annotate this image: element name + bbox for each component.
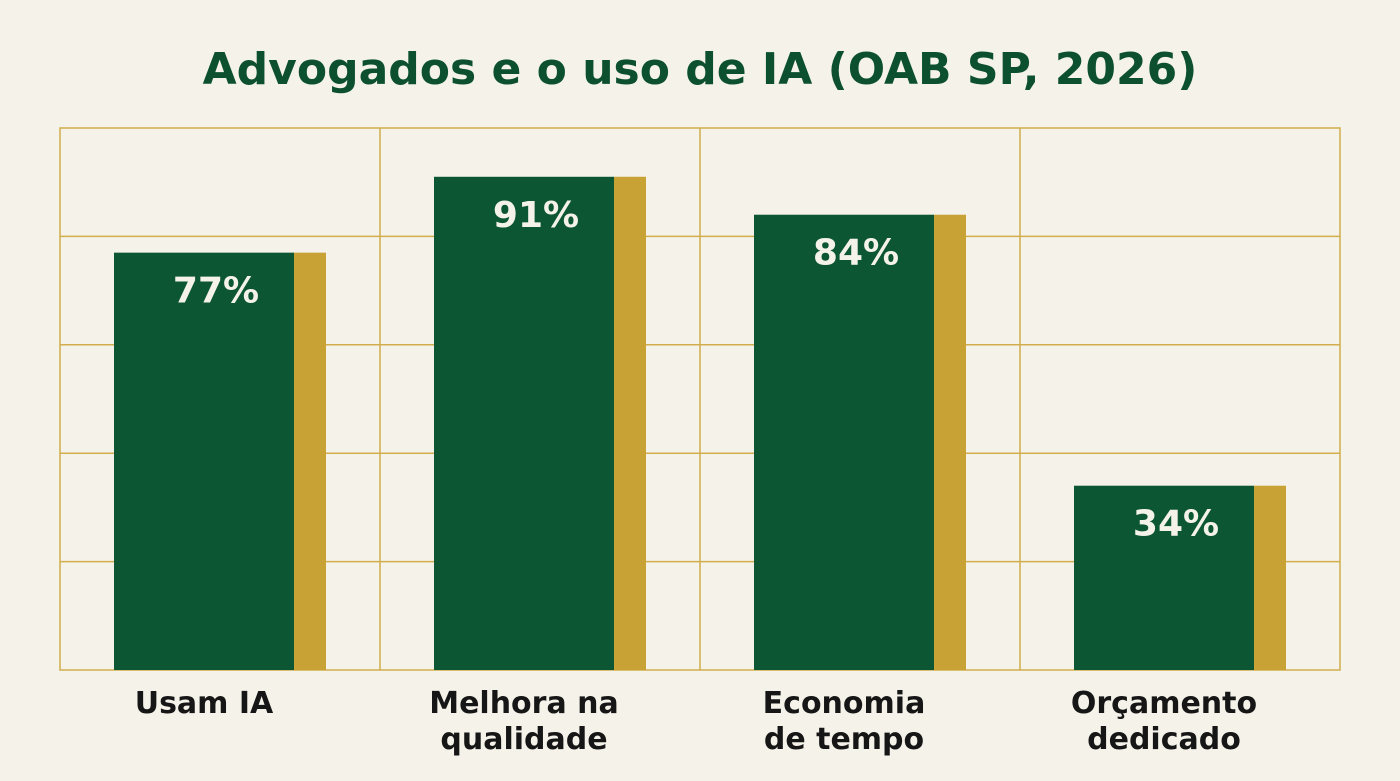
bar-accent (934, 214, 966, 670)
bar-accent (294, 252, 326, 670)
data-label: 77% (173, 271, 259, 312)
bar-accent (614, 176, 646, 670)
category-label: de tempo (764, 722, 924, 757)
bar (1074, 485, 1254, 670)
bar-group: 84% (754, 214, 966, 670)
category-label: Orçamento (1071, 686, 1257, 721)
bar-series: 77% 91% 84% 34% (114, 176, 1286, 670)
data-label: 91% (493, 195, 579, 236)
category-label: Economia (763, 686, 926, 721)
category-label: dedicado (1087, 722, 1241, 757)
bar-group: 77% (114, 252, 326, 670)
plot-frame (59, 127, 1341, 671)
data-label: 34% (1133, 504, 1219, 545)
data-label: 84% (813, 233, 899, 274)
category-label: Melhora na (429, 686, 619, 721)
bar-group: 34% (1074, 485, 1286, 670)
category-label: qualidade (440, 722, 607, 757)
bar-group: 91% (434, 176, 646, 670)
bar-accent (1254, 485, 1286, 670)
bar (754, 214, 934, 670)
chart-title: Advogados e o uso de IA (OAB SP, 2026) (203, 44, 1198, 95)
bar (114, 252, 294, 670)
category-label: Usam IA (135, 686, 274, 721)
bar (434, 176, 614, 670)
